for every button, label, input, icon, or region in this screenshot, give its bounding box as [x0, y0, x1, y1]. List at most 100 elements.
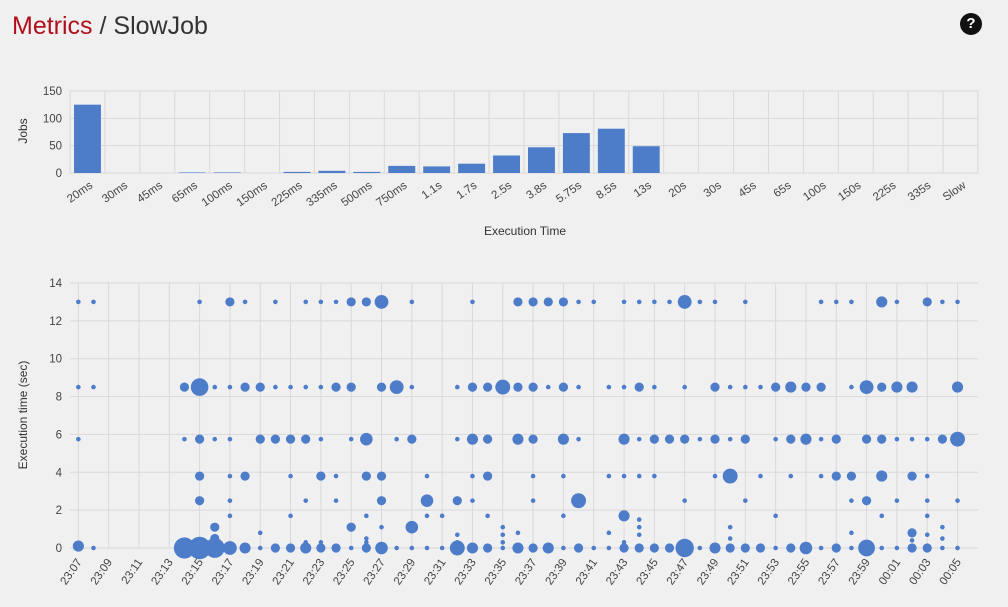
scatter-point [571, 493, 587, 509]
scatter-point [799, 541, 813, 555]
scatter-point [621, 473, 627, 479]
scatter-point [227, 473, 233, 479]
scatter-point [894, 545, 900, 551]
scatter-point [455, 384, 460, 390]
scatter-point [76, 436, 81, 442]
histogram-bar [283, 171, 311, 173]
scatter-point [621, 540, 627, 545]
histogram-grid [69, 90, 979, 174]
scatter-point [301, 434, 311, 444]
scatter-point [223, 541, 237, 555]
scatter-point [409, 299, 415, 305]
scatter-point [634, 382, 644, 392]
scatter-point [922, 297, 932, 307]
scatter-point [606, 473, 612, 479]
scatter-point [924, 532, 930, 538]
scatter-point [621, 384, 627, 390]
scatter-point [940, 299, 945, 305]
histogram-bar [458, 163, 486, 173]
scatter-point [591, 299, 597, 305]
histogram-y-tick-label: 0 [56, 168, 62, 180]
scatter-point [466, 542, 479, 554]
scatter-point [316, 543, 326, 553]
scatter-x-tick-label: 23:55 [786, 557, 812, 587]
scatter-point [483, 543, 493, 553]
scatter-point [420, 494, 434, 507]
scatter-point [879, 513, 885, 519]
scatter-point [375, 541, 388, 555]
scatter-point [636, 532, 642, 538]
scatter-point [861, 434, 872, 444]
scatter-point [288, 384, 293, 390]
scatter-point [210, 533, 220, 544]
histogram-bar [353, 171, 381, 173]
scatter-point [861, 496, 872, 506]
scatter-point [652, 473, 657, 479]
scatter-point [740, 543, 750, 553]
scatter-point [364, 513, 369, 519]
scatter-point [545, 384, 551, 390]
scatter-point [405, 520, 419, 534]
scatter-x-tick-label: 23:13 [149, 557, 175, 587]
scatter-point [801, 382, 811, 392]
scatter-point [831, 471, 841, 481]
scatter-point [361, 471, 371, 481]
scatter-point [467, 382, 478, 392]
scatter-point [561, 545, 566, 551]
scatter-point [576, 436, 581, 442]
scatter-point [188, 536, 211, 560]
scatter-point [743, 384, 748, 390]
scatter-point [649, 434, 659, 444]
scatter-point [360, 432, 373, 446]
scatter-x-tick-label: 23:23 [301, 557, 327, 587]
scatter-point [424, 545, 430, 551]
scatter-point [512, 433, 524, 445]
scatter-x-tick-label: 23:19 [240, 557, 266, 587]
scatter-x-tick-label: 23:49 [695, 557, 721, 587]
scatter-point [636, 436, 642, 442]
help-button[interactable]: ? [960, 13, 982, 35]
scatter-point [818, 473, 824, 479]
scatter-point [773, 513, 778, 519]
scatter-point [227, 436, 233, 442]
scatter-point [924, 436, 930, 442]
scatter-point [940, 536, 945, 541]
scatter-point [346, 297, 356, 307]
scatter-point [513, 297, 523, 307]
scatter-point [786, 543, 796, 553]
scatter-point [937, 434, 947, 444]
metrics-link[interactable]: Metrics [12, 12, 93, 40]
scatter-point [785, 381, 797, 393]
scatter-point [891, 381, 903, 393]
scatter-point [212, 384, 218, 390]
scatter-point [634, 543, 644, 553]
scatter-point [512, 542, 524, 554]
scatter-point [348, 436, 354, 442]
scatter-x-tick-label: 23:25 [331, 557, 357, 587]
scatter-point [907, 543, 917, 553]
scatter-point [680, 434, 690, 444]
scatter-point [361, 297, 371, 307]
scatter-point [727, 524, 733, 530]
histogram-bar [423, 166, 451, 173]
page-header: Metrics / SlowJob [12, 12, 208, 41]
scatter-point [346, 382, 356, 392]
scatter-point [849, 299, 854, 305]
scatter-point [621, 299, 627, 305]
scatter-point [528, 382, 538, 392]
histogram-y-tick-label: 100 [43, 113, 62, 125]
scatter-point [361, 543, 371, 553]
scatter-point [849, 530, 854, 536]
scatter-point [924, 473, 930, 479]
scatter-point [270, 434, 280, 444]
scatter-point [876, 296, 888, 308]
scatter-point [573, 543, 584, 553]
scatter-x-tick-label: 00:03 [907, 557, 933, 587]
scatter-x-tick-label: 23:45 [634, 557, 660, 587]
scatter-point [740, 434, 750, 444]
scatter-point [876, 470, 888, 482]
scatter-x-tick-label: 23:39 [544, 557, 570, 587]
scatter-x-tick-label: 23:21 [271, 557, 297, 587]
scatter-point [483, 382, 493, 392]
